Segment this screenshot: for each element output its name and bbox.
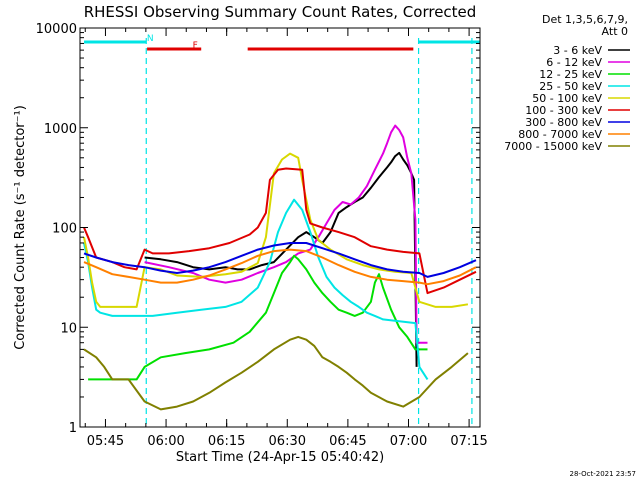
legend-label-4: 50 - 100 keV xyxy=(532,92,602,105)
y-axis-label: Corrected Count Rate (s⁻¹ detector⁻¹) xyxy=(13,105,28,350)
legend-label-3: 25 - 50 keV xyxy=(539,80,602,93)
x-tick-label-3: 06:30 xyxy=(269,434,306,449)
series-line-1 xyxy=(144,124,428,344)
legend-label-1: 6 - 12 keV xyxy=(546,56,602,69)
series-line-4 xyxy=(83,152,469,308)
y-tick-label-3: 1000 xyxy=(44,122,77,137)
x-tick-label-0: 05:45 xyxy=(87,434,124,449)
legend-label-7: 800 - 7000 keV xyxy=(518,128,602,141)
x-tick-label-6: 07:15 xyxy=(450,434,487,449)
series-line-5 xyxy=(83,167,477,295)
x-axis-label: Start Time (24-Apr-15 05:40:42) xyxy=(176,450,384,465)
legend-header-line-1: Att 0 xyxy=(602,25,628,38)
chart-title: RHESSI Observing Summary Count Rates, Co… xyxy=(84,3,477,21)
y-tick-label-1: 10 xyxy=(60,321,77,336)
series-line-6 xyxy=(83,242,477,278)
y-tick-label-4: 10000 xyxy=(36,22,77,37)
legend-label-5: 100 - 300 keV xyxy=(525,104,602,117)
series-line-7 xyxy=(83,248,477,286)
legend-header-line-0: Det 1,3,5,6,7,9, xyxy=(542,13,628,26)
legend-label-6: 300 - 800 keV xyxy=(525,116,602,129)
x-tick-label-4: 06:45 xyxy=(329,434,366,449)
series-line-0 xyxy=(144,151,418,367)
series-line-2 xyxy=(88,254,428,381)
footer-timestamp: 28-Oct-2021 23:57 xyxy=(570,470,636,478)
x-tick-label-5: 07:00 xyxy=(390,434,427,449)
x-tick-label-2: 06:15 xyxy=(208,434,245,449)
series-line-3 xyxy=(83,198,429,380)
y-tick-label-2: 100 xyxy=(52,222,77,237)
series-line-8 xyxy=(83,335,469,411)
legend-label-8: 7000 - 15000 keV xyxy=(504,140,602,153)
flare-bar-label: F xyxy=(193,41,198,51)
y-tick-label-0: 1 xyxy=(69,421,77,436)
x-tick-label-1: 06:00 xyxy=(147,434,184,449)
legend-label-0: 3 - 6 keV xyxy=(553,44,602,57)
legend-label-2: 12 - 25 keV xyxy=(539,68,602,81)
night-bar-label: N xyxy=(147,34,154,44)
